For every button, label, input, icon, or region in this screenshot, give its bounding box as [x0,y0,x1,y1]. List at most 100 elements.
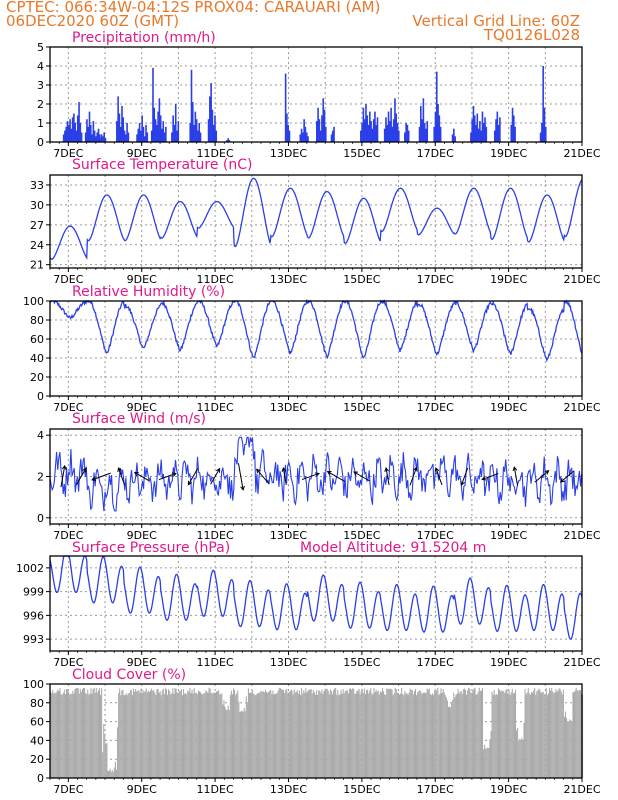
cloud-bar [362,692,364,778]
precip-bar [228,140,231,142]
cloud-bar [69,694,71,778]
cloud-bar [523,722,525,778]
precip-bar [495,119,497,142]
cloud-bar [144,690,146,778]
cloud-bar [109,768,111,778]
cloud-bar [345,690,347,778]
cloud-bar [533,690,535,778]
cloud-bar [263,692,265,778]
cloud-bar [525,694,527,778]
cloud-bar [288,692,290,778]
precip-bar [207,119,210,142]
cloud-bar [569,719,571,778]
cloud-bar [125,693,127,778]
x-tick-label: 9DEC [127,783,157,796]
precip-bar [481,111,484,142]
precip-bar [199,132,202,142]
cloud-bar [278,687,280,778]
cloud-bar [545,688,547,778]
precip-bar [317,107,319,142]
precip-bar [499,117,501,142]
cloud-bar [142,690,144,778]
precip-bar [539,132,542,142]
x-tick-label: 21DEC [563,783,600,796]
wind-vector-head [171,472,177,477]
cloud-bar [373,688,375,778]
cloud-bar [91,693,93,778]
cloud-bar [129,690,131,778]
cloud-bar [84,688,86,778]
cloud-bar [85,693,87,778]
precip-bar [333,126,335,142]
cloud-bar [439,693,441,778]
cloud-bar [393,692,395,778]
cloud-bar [353,688,355,778]
cloud-bar [68,691,70,778]
cloud-bar [52,690,54,778]
x-tick-label: 9DEC [127,147,157,160]
y-tick-label: 0 [37,136,44,149]
cloud-bar [557,690,559,778]
precip-bar [142,126,145,142]
precip-bar [513,115,515,142]
cloud-bar [229,694,231,778]
panel-pres: Surface Pressure (hPa) Model Altitude: 91… [16,540,601,669]
cloud-bar [378,694,380,778]
cloud-bar [414,689,417,778]
cloud-bar [454,697,456,778]
y-tick-label: 60 [30,716,44,729]
precip-bar [116,121,118,142]
cloud-bar [397,692,399,778]
cloud-bar [383,691,385,778]
cloud-bar [518,740,520,778]
cloud-bar [274,693,276,778]
panel-wind: Surface Wind (m/s) 0 2 4 7DEC 9DEC 11DEC 13DEC 1… [37,411,601,542]
cloud-bar [437,687,439,778]
cloud-bar [90,688,92,778]
cloud-bar [107,771,109,778]
cloud-bar [98,688,100,778]
precip-bar [425,128,427,142]
cloud-bar [239,711,241,778]
cloud-bar [394,688,396,778]
x-tick-label: 7DEC [53,273,83,286]
cloud-bar [559,688,561,778]
precip-bar [210,83,212,142]
panel-title: Surface Temperature (nC) [72,157,253,173]
precip-bar [422,98,425,142]
cloud-bar [101,688,103,778]
cloud-bar [120,695,122,778]
precip-bar [421,119,423,142]
cloud-bar [429,693,431,778]
cloud-bar [370,688,372,778]
wind-vector-head [256,468,261,474]
cloud-bar [558,688,560,778]
cloud-bar [402,693,404,778]
cloud-bar [283,689,285,778]
wind-vector [435,467,443,486]
cloud-bar [475,694,477,778]
cloud-bar [527,687,529,778]
cloud-bar [485,748,487,778]
cloud-bar [111,769,113,778]
cloud-bar [211,693,213,778]
cloud-bar [364,694,366,778]
cloud-bar [377,690,379,778]
precip-bar [305,132,308,142]
cloud-bar [123,695,125,778]
precip-bar [321,115,323,142]
cloud-bar [163,694,165,778]
x-tick-label: 21DEC [563,147,600,160]
cloud-bar [117,727,119,778]
cloud-bar [310,689,312,778]
y-tick-label: 3 [37,79,44,92]
x-tick-label: 21DEC [563,529,600,542]
cloud-bar [355,693,357,778]
panel-title: Precipitation (mm/h) [72,30,216,46]
cloud-bar [137,691,139,778]
cloud-bar [504,693,506,778]
precip-bar [319,130,322,142]
precip-bar [154,119,157,142]
cloud-bar [143,692,145,778]
cloud-bar [268,692,270,778]
